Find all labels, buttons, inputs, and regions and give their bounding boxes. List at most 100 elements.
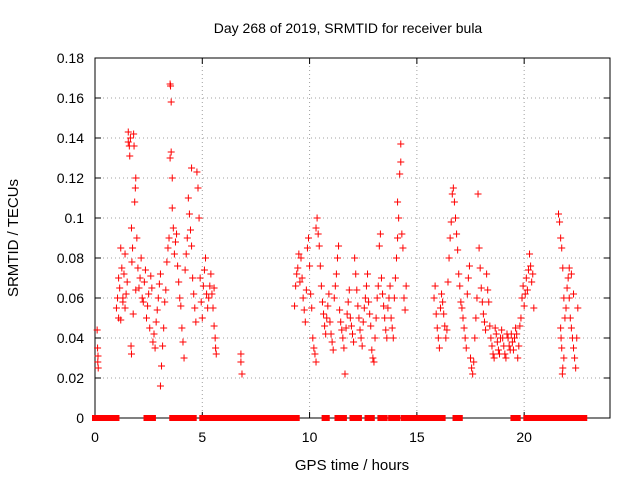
data-point [314, 230, 322, 238]
data-point [327, 330, 335, 338]
data-point [237, 350, 245, 358]
data-point [177, 302, 185, 310]
data-point [146, 324, 154, 332]
zero-points-run [523, 415, 566, 421]
data-point [471, 334, 479, 342]
data-point [459, 314, 467, 322]
x-tick-label: 10 [302, 429, 318, 445]
data-point [94, 358, 102, 366]
data-point [494, 346, 502, 354]
data-point [335, 242, 343, 250]
data-point [210, 322, 218, 330]
data-point [559, 364, 567, 372]
data-point [165, 234, 173, 242]
data-point [126, 152, 134, 160]
data-point [493, 338, 501, 346]
data-point [141, 266, 149, 274]
data-point [155, 280, 163, 288]
data-point [311, 350, 319, 358]
y-tick-label: 0.1 [65, 210, 85, 226]
data-point [173, 230, 181, 238]
data-point [390, 294, 398, 302]
data-point [557, 334, 565, 342]
data-point [126, 134, 134, 142]
data-point [340, 344, 348, 352]
data-point [470, 358, 478, 366]
data-point [526, 250, 534, 258]
data-point [513, 330, 521, 338]
data-point [183, 234, 191, 242]
data-point [310, 344, 318, 352]
data-point [397, 140, 405, 148]
data-point [184, 194, 192, 202]
data-point [383, 334, 391, 342]
data-point [444, 278, 452, 286]
data-point [181, 266, 189, 274]
zero-points-run [212, 415, 300, 421]
data-point [490, 354, 498, 362]
data-point [350, 338, 358, 346]
data-point [556, 218, 564, 226]
data-point [166, 154, 174, 162]
data-point [291, 302, 299, 310]
data-point [353, 286, 361, 294]
data-point [138, 294, 146, 302]
data-point [460, 324, 468, 332]
data-point [167, 98, 175, 106]
data-point [436, 304, 444, 312]
data-point [178, 324, 186, 332]
data-point [467, 354, 475, 362]
data-point [237, 358, 245, 366]
data-point [433, 324, 441, 332]
data-point [347, 322, 355, 330]
data-point [145, 290, 153, 298]
data-point [375, 242, 383, 250]
data-point [195, 214, 203, 222]
data-point [317, 282, 325, 290]
data-point [570, 290, 578, 298]
data-point [502, 354, 510, 362]
data-point [489, 350, 497, 358]
data-point [127, 342, 135, 350]
data-point [313, 214, 321, 222]
data-point [394, 198, 402, 206]
data-points [93, 80, 582, 390]
data-point [210, 284, 218, 292]
data-point [520, 302, 528, 310]
data-point [465, 262, 473, 270]
data-point [188, 164, 196, 172]
zero-points-run [92, 415, 120, 421]
data-point [312, 224, 320, 232]
data-point [443, 326, 451, 334]
data-point [355, 314, 363, 322]
data-point [206, 282, 214, 290]
zero-points-run [388, 415, 401, 421]
data-point [298, 274, 306, 282]
data-point [472, 314, 480, 322]
data-point [455, 270, 463, 278]
data-point [131, 184, 139, 192]
data-point [294, 264, 302, 272]
data-point [212, 344, 220, 352]
data-point [342, 324, 350, 332]
y-tick-labels: 0 0.02 0.04 0.06 0.08 0.1 0.12 0.14 0.16 0.18 [57, 50, 84, 426]
data-point [371, 334, 379, 342]
zero-points-run [143, 415, 156, 421]
chart-title: Day 268 of 2019, SRMTID for receiver bul… [214, 20, 483, 36]
data-point [479, 310, 487, 318]
data-point [168, 174, 176, 182]
data-point [171, 238, 179, 246]
data-point [449, 184, 457, 192]
data-point [351, 254, 359, 262]
data-point [392, 254, 400, 262]
data-point [388, 324, 396, 332]
data-point [94, 344, 102, 352]
data-point [476, 264, 484, 272]
data-point [458, 304, 466, 312]
zero-points-run [364, 415, 375, 421]
data-point [478, 298, 486, 306]
data-point [486, 322, 494, 330]
data-point [447, 218, 455, 226]
data-point [133, 234, 141, 242]
data-point [338, 326, 346, 334]
